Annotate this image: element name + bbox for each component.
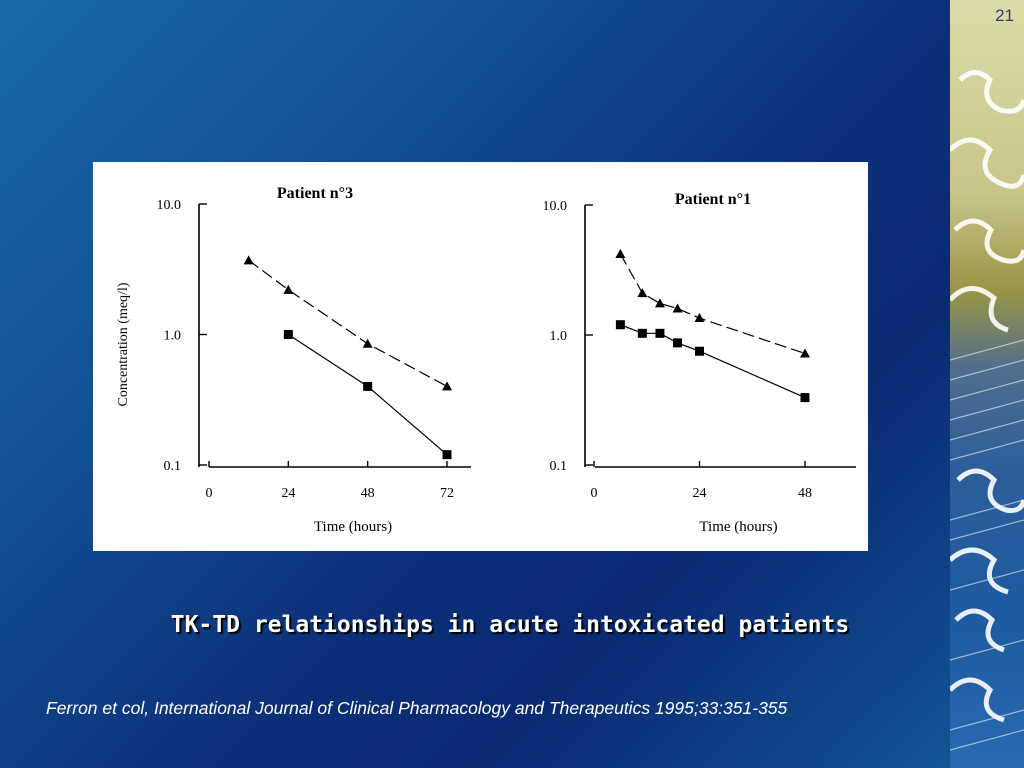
triangle-point bbox=[615, 248, 626, 258]
square-point bbox=[673, 338, 683, 348]
slide-caption: TK-TD relationships in acute intoxicated… bbox=[170, 612, 850, 638]
square-point bbox=[363, 381, 373, 391]
chart-1: 10.0 1.0 0.1 0 24 48 72 Patient n°3 Time (hours)… bbox=[116, 185, 471, 535]
chart-2: 10.0 1.0 0.1 0 24 48 Patient n°1 Time (hours) bbox=[543, 191, 856, 535]
triangle-point bbox=[442, 381, 452, 391]
triangle-point bbox=[362, 338, 373, 348]
y-tick-label: 1.0 bbox=[550, 329, 568, 344]
square-point bbox=[695, 346, 704, 356]
series-line-triangle bbox=[248, 259, 448, 387]
series-line-square bbox=[620, 324, 806, 399]
x-tick-label: 24 bbox=[693, 486, 707, 501]
chart-title: Patient n°3 bbox=[277, 185, 353, 202]
square-point bbox=[283, 330, 293, 339]
triangle-point bbox=[243, 255, 254, 265]
triangle-point bbox=[800, 348, 810, 358]
triangle-point bbox=[283, 284, 294, 294]
x-axis-label: Time (hours) bbox=[314, 519, 392, 535]
y-tick-label: 10.0 bbox=[543, 199, 568, 214]
x-tick-label: 72 bbox=[440, 486, 454, 501]
x-axis-label: Time (hours) bbox=[699, 519, 777, 535]
y-tick-label: 10.0 bbox=[157, 198, 182, 213]
x-tick-label: 0 bbox=[206, 486, 213, 501]
square-point bbox=[442, 450, 452, 460]
x-tick-label: 48 bbox=[361, 486, 375, 501]
square-point bbox=[637, 328, 647, 338]
series-line-triangle bbox=[619, 253, 806, 355]
x-tick-label: 24 bbox=[281, 486, 295, 501]
y-axis-label: Concentration (meq/l) bbox=[116, 282, 131, 406]
chart-panel: 10.0 1.0 0.1 0 24 48 72 Patient n°3 Time (hours)… bbox=[93, 162, 868, 551]
triangle-point bbox=[654, 298, 665, 308]
page-number: 21 bbox=[995, 6, 1014, 25]
charts-figure: 10.0 1.0 0.1 0 24 48 72 Patient n°3 Time (hours)… bbox=[116, 185, 856, 535]
square-point bbox=[655, 328, 665, 338]
wave-decoration: 21 bbox=[950, 0, 1024, 768]
square-point bbox=[800, 393, 810, 403]
triangle-point bbox=[672, 303, 683, 313]
square-point bbox=[615, 320, 625, 330]
y-tick-label: 1.0 bbox=[164, 329, 182, 344]
triangle-point bbox=[694, 313, 705, 323]
chart-title: Patient n°1 bbox=[675, 191, 751, 208]
series-line-square bbox=[287, 333, 448, 456]
x-tick-label: 0 bbox=[591, 486, 598, 501]
wave-pattern-icon bbox=[950, 70, 1024, 751]
triangle-point bbox=[637, 288, 648, 298]
y-tick-label: 0.1 bbox=[164, 459, 182, 474]
x-tick-label: 48 bbox=[798, 486, 812, 501]
citation: Ferron et col, International Journal of … bbox=[46, 698, 788, 718]
y-tick-label: 0.1 bbox=[550, 459, 568, 474]
